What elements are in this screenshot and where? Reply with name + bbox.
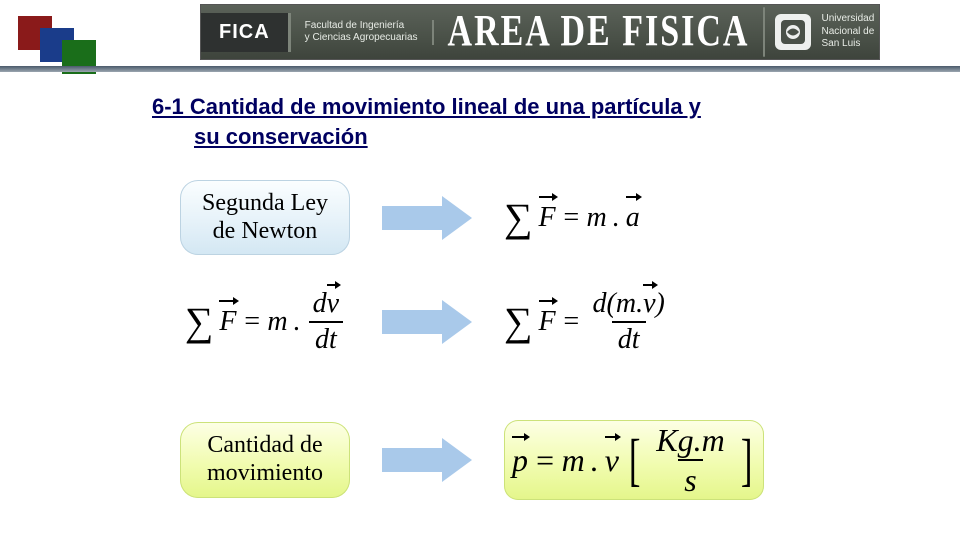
university-label: Universidad Nacional de San Luis [821, 13, 874, 51]
vector-v: v [327, 290, 339, 318]
label-l1: Cantidad de [207, 432, 322, 458]
label-momentum: Cantidad de movimiento [180, 422, 350, 497]
area-title: AREA DE FISICA [434, 7, 766, 56]
units-fraction: Kg.m s [650, 424, 730, 496]
fica-label: FICA [201, 13, 291, 52]
vector-a: a [626, 202, 640, 234]
univ-l3: San Luis [821, 38, 860, 49]
header-rule [0, 66, 960, 72]
formula-sum-f-ma: ∑ F = m. a [504, 202, 640, 234]
section-title: 6-1 Cantidad de movimiento lineal de una… [152, 92, 872, 151]
den-dt: dt [612, 321, 646, 354]
fraction: d(m.v) dt [587, 290, 671, 354]
bracket-right: ] [741, 440, 753, 481]
vector-v: v [605, 442, 619, 479]
label-l2: movimiento [207, 460, 323, 486]
var-m: m [267, 306, 287, 338]
d: d [313, 288, 327, 319]
equals: = [534, 442, 556, 479]
title-line2: su conservación [152, 122, 872, 152]
faculty-line2: y Ciencias Agropecuarias [305, 32, 418, 43]
dot: . [591, 442, 599, 479]
num-post: ) [656, 288, 665, 319]
row-newton: Segunda Ley de Newton ∑ F = m. a [180, 180, 640, 255]
var-m: m [587, 202, 607, 234]
unit-den: s [678, 459, 702, 496]
university-logo-icon [775, 14, 811, 50]
slide-header: FICA Facultad de Ingeniería y Ciencias A… [0, 0, 960, 72]
sigma-symbol: ∑ [504, 306, 533, 338]
header-banner: FICA Facultad de Ingeniería y Ciencias A… [200, 4, 880, 60]
unit-num: Kg.m [650, 424, 730, 459]
label-l1: Segunda Ley [202, 190, 328, 216]
formula-dmv-dt: ∑ F = d(m.v) dt [504, 290, 671, 354]
dot: . [294, 306, 301, 338]
arrow-icon [382, 196, 472, 240]
formula-p-mv: p = m. v [ Kg.m s ] [504, 420, 764, 500]
label-l2: de Newton [213, 218, 318, 244]
equals: = [562, 306, 581, 338]
arrow-icon [382, 300, 472, 344]
vector-F: F [219, 306, 236, 338]
var-m: m [562, 442, 585, 479]
sigma-symbol: ∑ [504, 202, 533, 234]
dot: . [613, 202, 620, 234]
sigma-symbol: ∑ [185, 306, 214, 338]
label-newton: Segunda Ley de Newton [180, 180, 350, 255]
vector-F: F [539, 202, 556, 234]
univ-l2: Nacional de [821, 26, 874, 37]
faculty-label: Facultad de Ingeniería y Ciencias Agrope… [291, 20, 434, 45]
univ-l1: Universidad [821, 13, 874, 24]
formula-m-dvdt: ∑ F = m. dv dt [180, 290, 350, 354]
arrow-icon [382, 438, 472, 482]
num-pre: d(m. [593, 288, 644, 319]
equals: = [243, 306, 262, 338]
row-momentum: Cantidad de movimiento p = m. v [ Kg.m s… [180, 420, 764, 500]
bracket-left: [ [629, 440, 641, 481]
title-line1: 6-1 Cantidad de movimiento lineal de una… [152, 94, 701, 119]
vector-F: F [539, 306, 556, 338]
vector-p: p [512, 442, 528, 479]
equals: = [562, 202, 581, 234]
faculty-line1: Facultad de Ingeniería [305, 20, 405, 31]
den-dt: dt [309, 321, 343, 354]
fraction: dv dt [307, 290, 345, 354]
row-derivation: ∑ F = m. dv dt ∑ F = d(m.v) dt [180, 290, 671, 354]
vector-v: v [643, 290, 655, 318]
